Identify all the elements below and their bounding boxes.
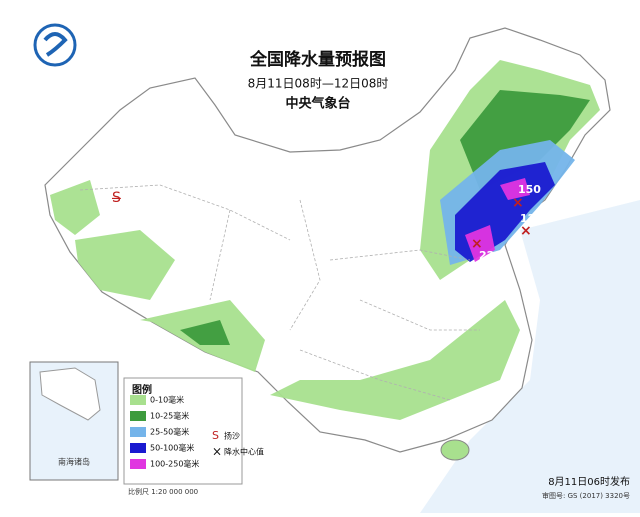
rain-area — [75, 230, 175, 300]
sand-legend-icon: S — [212, 429, 219, 442]
review-number: 审图号: GS (2017) 3320号 — [542, 491, 630, 500]
inset-label: 南海诸岛 — [58, 457, 90, 467]
legend-swatch — [130, 395, 146, 405]
legend-label: 25-50毫米 — [150, 427, 189, 437]
center-value: 220 — [479, 249, 502, 262]
legend-label: 50-100毫米 — [150, 443, 194, 453]
scale: 比例尺 1:20 000 000 — [128, 487, 198, 496]
province-borders — [79, 184, 480, 401]
legend-label: 100-250毫米 — [150, 459, 199, 469]
rain-areas — [50, 60, 600, 420]
center-value: 150 — [518, 183, 541, 196]
logo-mark — [43, 32, 68, 57]
sea — [420, 200, 640, 513]
rain-area — [270, 300, 520, 420]
legend-symbol-label: 扬沙 — [224, 431, 240, 441]
legend: 0-10毫米 10-25毫米 25-50毫米 50-100毫米 100-250毫米 — [130, 395, 199, 469]
center-cross: × — [520, 223, 532, 239]
legend-symbol-label: 降水中心值 — [224, 447, 264, 457]
rain-area — [180, 320, 230, 345]
legend-label: 10-25毫米 — [150, 411, 189, 421]
legend-title: 图例 — [132, 383, 152, 396]
center-cross: × — [471, 236, 483, 252]
agency: 中央气象台 — [285, 96, 350, 112]
legend-label: 0-10毫米 — [150, 395, 184, 405]
sand-symbol: S̶ — [112, 190, 121, 206]
inset-land — [39, 367, 101, 421]
hainan — [440, 439, 470, 461]
rain-area — [50, 180, 100, 235]
logo — [33, 23, 77, 67]
rain-area — [465, 225, 495, 262]
legend-swatch — [130, 411, 146, 421]
legend-swatch — [130, 443, 146, 453]
legend-swatch — [130, 459, 146, 469]
cross-legend-icon: × — [212, 445, 222, 459]
legend-swatch — [130, 427, 146, 437]
center-value: 120 — [520, 212, 543, 225]
title: 全国降水量预报图 — [249, 49, 386, 70]
rain-area — [500, 178, 530, 200]
release: 8月11日06时发布 — [548, 475, 630, 488]
subtitle: 8月11日08时—12日08时 — [248, 77, 389, 91]
center-cross: × — [512, 195, 524, 211]
